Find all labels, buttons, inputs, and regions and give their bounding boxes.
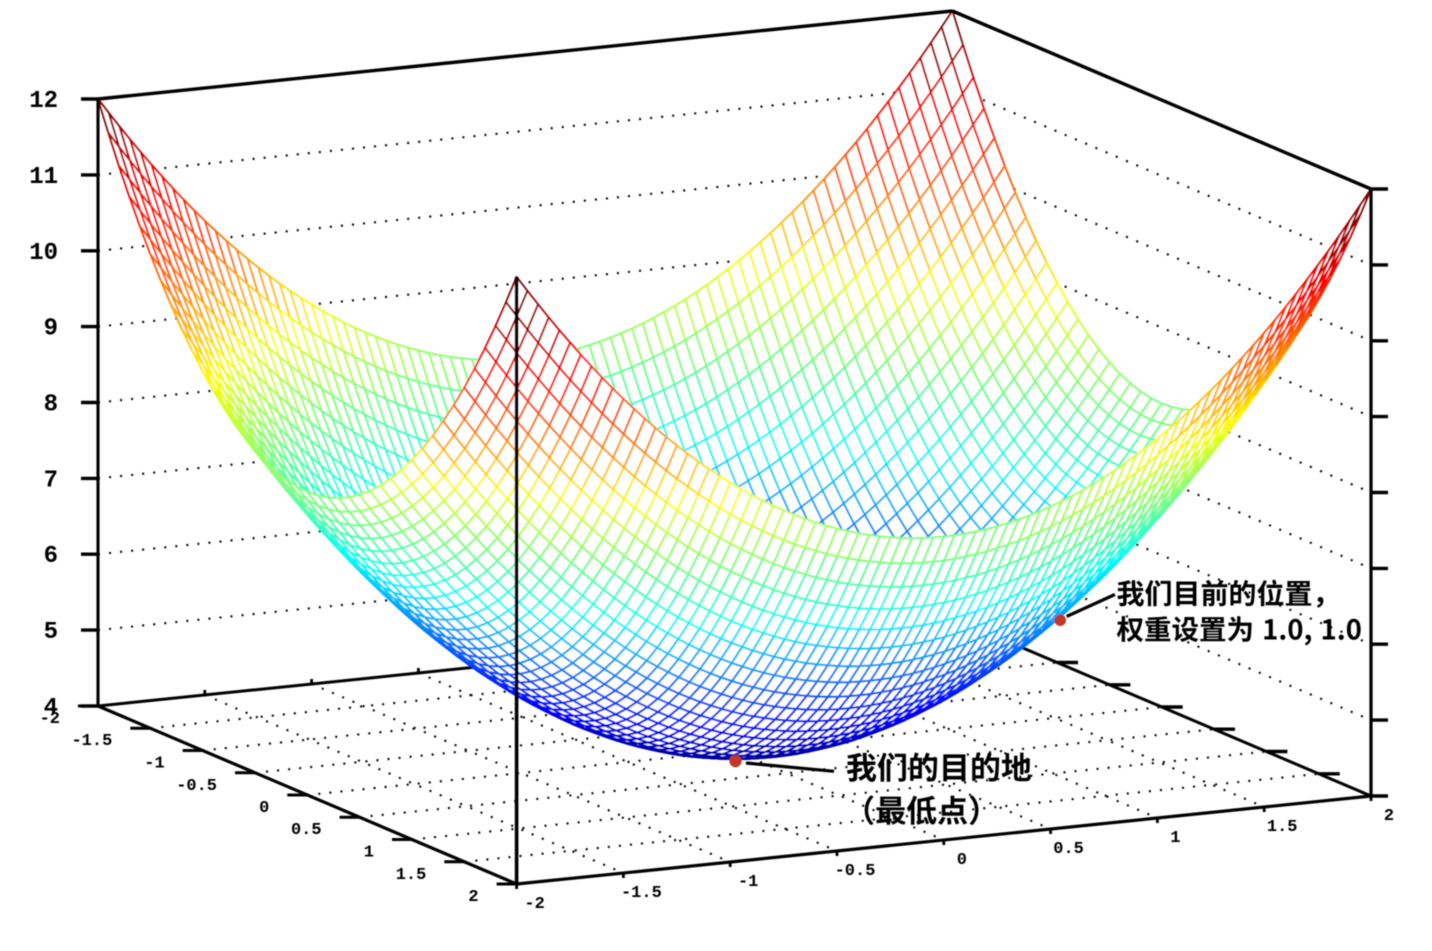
svg-text:-0.5: -0.5 — [176, 777, 217, 796]
svg-text:8: 8 — [44, 392, 58, 419]
svg-text:1: 1 — [1170, 829, 1180, 848]
svg-text:4: 4 — [44, 695, 58, 722]
svg-text:0.5: 0.5 — [291, 821, 322, 840]
svg-text:-1.5: -1.5 — [621, 884, 662, 903]
svg-text:1: 1 — [364, 844, 374, 863]
svg-text:-2: -2 — [524, 895, 544, 914]
svg-text:1.5: 1.5 — [1267, 818, 1298, 837]
svg-text:0: 0 — [957, 851, 967, 870]
svg-text:0: 0 — [259, 799, 269, 818]
svg-text:-1.5: -1.5 — [71, 732, 112, 751]
svg-text:2: 2 — [468, 888, 478, 907]
svg-text:-1: -1 — [144, 755, 164, 774]
svg-text:-1: -1 — [738, 873, 758, 892]
svg-text:2: 2 — [1384, 807, 1394, 826]
svg-text:10: 10 — [29, 240, 58, 267]
svg-text:5: 5 — [44, 619, 58, 646]
svg-text:6: 6 — [44, 543, 58, 570]
svg-text:7: 7 — [44, 467, 58, 494]
svg-text:0.5: 0.5 — [1053, 840, 1084, 859]
svg-text:-2: -2 — [40, 710, 60, 729]
svg-text:12: 12 — [29, 88, 58, 115]
svg-text:1.5: 1.5 — [396, 866, 427, 885]
svg-text:9: 9 — [44, 316, 58, 343]
svg-text:-0.5: -0.5 — [835, 862, 876, 881]
svg-text:11: 11 — [29, 164, 58, 191]
